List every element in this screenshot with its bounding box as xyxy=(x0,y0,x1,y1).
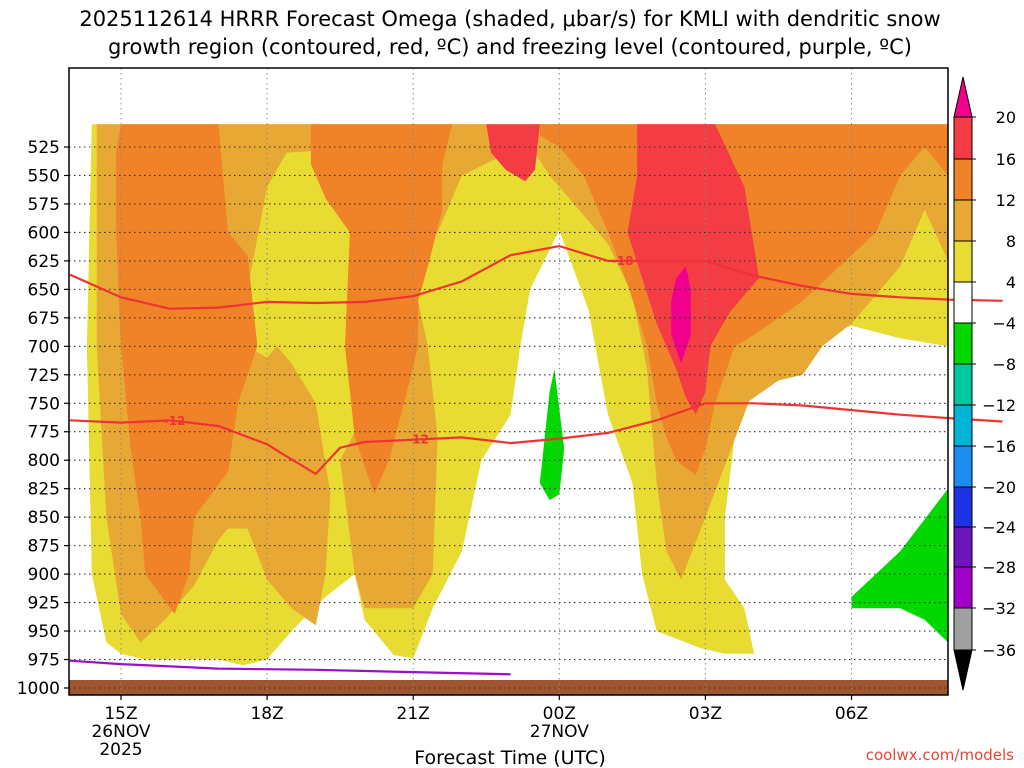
y-tick-label-625: 625 xyxy=(28,252,60,272)
colorbar-swatch-3 xyxy=(953,240,973,283)
shaded-regions xyxy=(86,124,948,666)
colorbar-swatch-6 xyxy=(953,363,973,406)
colorbar-swatch-5 xyxy=(953,322,973,365)
colorbar-label-5: −4 xyxy=(992,314,1016,333)
colorbar-label-9: −20 xyxy=(982,478,1016,497)
y-tick-label-950: 950 xyxy=(28,622,60,642)
omega-region-7 xyxy=(671,266,691,364)
x-axis-label: Forecast Time (UTC) xyxy=(414,747,605,768)
colorbar-label-3: 8 xyxy=(1006,232,1016,251)
colorbar-label-13: −36 xyxy=(982,641,1016,660)
colorbar-swatch-8 xyxy=(953,445,973,488)
colorbar-swatch-12 xyxy=(953,607,973,651)
colorbar-top-arrow xyxy=(953,76,973,118)
contour-minus18 xyxy=(69,244,1003,310)
x-tick-label-18Z: 18Z xyxy=(250,704,283,724)
colorbar-label-11: −28 xyxy=(982,558,1016,577)
colorbar-label-8: −16 xyxy=(982,437,1016,456)
credit-text: coolwx.com/models xyxy=(866,746,1014,764)
colorbar-swatch-4 xyxy=(953,281,973,324)
colorbar-swatch-0 xyxy=(953,116,973,160)
y-tick-label-800: 800 xyxy=(28,451,60,471)
colorbar-label-0: 20 xyxy=(996,108,1016,127)
y-tick-label-900: 900 xyxy=(28,565,60,585)
y-tick-label-525: 525 xyxy=(28,138,60,158)
omega-region-8 xyxy=(539,369,565,501)
contour-minus12-label-0: -12 xyxy=(164,414,186,428)
x-tick-year-15Z: 2025 xyxy=(99,740,142,760)
y-tick-label-1000: 1000 xyxy=(17,679,60,699)
colorbar-swatch-11 xyxy=(953,566,973,609)
colorbar-swatch-7 xyxy=(953,404,973,447)
freezing-level-line xyxy=(69,659,511,676)
omega-region-3 xyxy=(310,124,453,495)
x-tick-label-15Z: 15Z xyxy=(104,704,137,724)
omega-region-6 xyxy=(627,124,759,415)
colorbar-label-7: −12 xyxy=(982,396,1016,415)
y-axis: 525 550 575 600 625 650 675 700 725 750 775 800 825 8… xyxy=(17,138,69,699)
colorbar-label-2: 12 xyxy=(996,191,1016,210)
ground-terrain xyxy=(69,680,948,695)
colorbar-label-10: −24 xyxy=(982,518,1016,537)
y-tick-label-725: 725 xyxy=(28,366,60,386)
colorbar-legend: 20 16 12 8 4 −4 −8 −12 −16 −20 −24 −28 −32 −36 xyxy=(953,76,1016,691)
y-tick-label-850: 850 xyxy=(28,508,60,528)
y-tick-label-825: 825 xyxy=(28,480,60,500)
y-tick-label-575: 575 xyxy=(28,195,60,215)
x-tick-label-06Z: 06Z xyxy=(835,704,868,724)
y-tick-label-925: 925 xyxy=(28,594,60,614)
contour-minus12-label-1: -12 xyxy=(407,432,429,446)
x-tick-label-03Z: 03Z xyxy=(689,704,722,724)
colorbar-swatch-2 xyxy=(953,199,973,242)
y-tick-label-675: 675 xyxy=(28,309,60,329)
colorbar-label-6: −8 xyxy=(992,355,1016,374)
x-tick-label-00Z: 00Z xyxy=(543,704,576,724)
colorbar-swatch-1 xyxy=(953,158,973,201)
colorbar-label-12: −32 xyxy=(982,599,1016,618)
y-tick-label-975: 975 xyxy=(28,651,60,671)
y-tick-label-550: 550 xyxy=(28,166,60,186)
contour-minus18-label-0: -18 xyxy=(612,254,634,268)
y-tick-label-775: 775 xyxy=(28,423,60,443)
y-tick-label-875: 875 xyxy=(28,537,60,557)
chart-title-line2: growth region (contoured, red, ºC) and f… xyxy=(108,35,912,59)
omega-region-9 xyxy=(851,460,948,654)
colorbar-swatch-9 xyxy=(953,486,973,528)
colorbar-swatch-10 xyxy=(953,526,973,568)
colorbar-label-1: 16 xyxy=(996,150,1016,169)
omega-region-2 xyxy=(116,124,258,614)
x-tick-date-00Z: 27NOV xyxy=(530,722,589,742)
y-tick-label-600: 600 xyxy=(28,223,60,243)
y-tick-label-750: 750 xyxy=(28,394,60,414)
contour-minus12 xyxy=(69,402,1003,476)
x-tick-date-15Z: 26NOV xyxy=(91,722,150,742)
colorbar-bottom-arrow xyxy=(953,649,973,691)
omega-region-5 xyxy=(486,124,540,182)
contour-lines: -18 -12 -12 xyxy=(69,244,1003,676)
y-tick-label-650: 650 xyxy=(28,280,60,300)
plot-frame xyxy=(68,67,949,696)
y-tick-label-700: 700 xyxy=(28,337,60,357)
colorbar-label-4: 4 xyxy=(1006,273,1016,292)
chart-title-line1: 2025112614 HRRR Forecast Omega (shaded, … xyxy=(79,7,940,31)
x-tick-label-21Z: 21Z xyxy=(397,704,430,724)
